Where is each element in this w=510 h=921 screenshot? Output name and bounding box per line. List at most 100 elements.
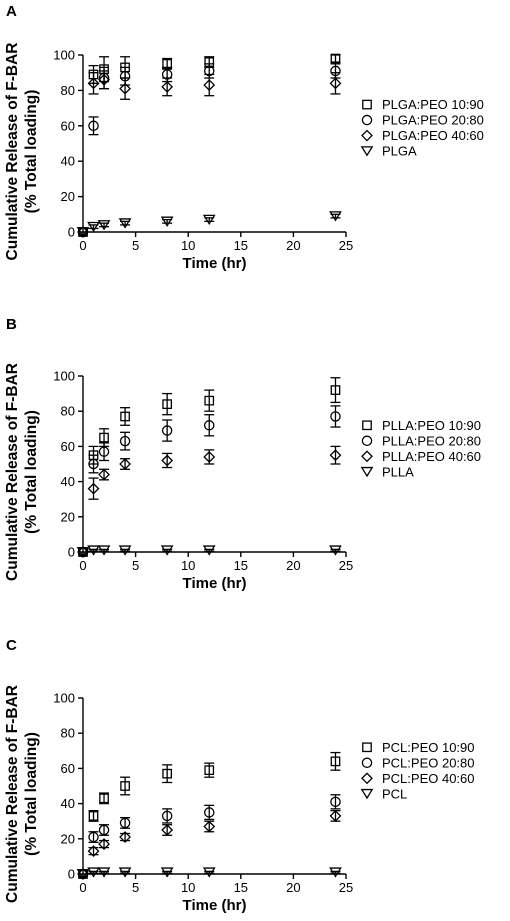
y-axis-label-line: (% Total loading) — [23, 90, 40, 214]
data-point — [87, 221, 100, 233]
data-point — [99, 793, 109, 804]
data-point — [87, 77, 100, 90]
panel-letter: A — [6, 3, 17, 20]
data-point — [119, 458, 131, 470]
panel-b: B 0 20 40 60 80 100 0 5 10 15 20 25 Time (hr) Cumulati… — [4, 316, 481, 592]
data-point — [88, 831, 99, 843]
data-point — [203, 820, 216, 833]
legend-marker — [360, 788, 374, 800]
x-tick-label: 20 — [286, 558, 300, 573]
data-point — [161, 824, 174, 836]
data-point — [98, 446, 110, 457]
data-point — [118, 218, 132, 229]
data-point — [329, 867, 342, 878]
x-tick-label: 25 — [339, 238, 353, 253]
x-tick-label: 20 — [286, 880, 300, 895]
x-tick-label: 0 — [79, 880, 86, 895]
y-tick-label: 60 — [61, 118, 75, 133]
y-axis-label-line: Cumulative Release of F-BAR — [4, 685, 21, 903]
y-tick-label: 0 — [68, 545, 75, 560]
legend-marker — [360, 146, 374, 157]
x-axis-label: Time (hr) — [183, 897, 247, 914]
data-point — [204, 395, 215, 406]
data-point — [97, 545, 111, 556]
data-point — [203, 420, 215, 431]
x-tick-label: 0 — [79, 238, 86, 253]
legend-entry: PCL:PEO 10:90 — [382, 740, 475, 755]
data-point — [76, 869, 90, 880]
legend-entry: PCL — [382, 786, 407, 801]
data-point — [161, 425, 173, 436]
data-point — [120, 411, 130, 422]
x-axis-label: Time (hr) — [183, 255, 247, 272]
series-triangle-down — [76, 867, 342, 880]
data-point — [160, 867, 174, 878]
legend-marker — [362, 99, 372, 110]
legend-marker — [361, 114, 373, 126]
data-point — [97, 867, 111, 878]
y-tick-label: 80 — [61, 404, 75, 419]
series-square — [78, 751, 341, 879]
y-tick-label: 20 — [61, 189, 75, 204]
legend-entry: PLGA:PEO 10:90 — [382, 97, 484, 112]
data-point — [202, 545, 216, 556]
legend-entry: PLGA:PEO 40:60 — [382, 128, 484, 143]
data-point — [162, 768, 173, 779]
y-axis-label-line: Cumulative Release of F-BAR — [4, 43, 21, 261]
data-point — [202, 867, 216, 878]
data-point — [119, 82, 131, 95]
x-tick-label: 5 — [132, 558, 139, 573]
data-point — [118, 867, 132, 878]
y-tick-label: 40 — [61, 154, 75, 169]
data-point — [161, 80, 174, 93]
x-tick-label: 10 — [181, 880, 195, 895]
y-tick-label: 40 — [61, 796, 75, 811]
x-tick-label: 15 — [234, 558, 248, 573]
x-tick-label: 10 — [181, 238, 195, 253]
data-point — [87, 482, 100, 495]
panel-letter: B — [6, 316, 17, 333]
legend-entry: PLGA — [382, 144, 417, 159]
legend-marker — [362, 420, 372, 431]
y-tick-label: 100 — [53, 691, 75, 706]
data-point — [98, 824, 110, 836]
data-point — [329, 449, 342, 462]
data-point — [203, 79, 216, 92]
data-point — [99, 432, 109, 443]
data-point — [329, 211, 342, 222]
legend-marker — [361, 129, 373, 142]
legend-entry: PLLA — [382, 464, 414, 479]
legend-entry: PCL:PEO 40:60 — [382, 771, 475, 786]
legend-marker — [361, 772, 373, 785]
y-tick-label: 80 — [61, 726, 75, 741]
y-tick-label: 100 — [53, 48, 75, 63]
series-diamond — [77, 445, 342, 558]
data-point — [329, 810, 342, 822]
data-point — [98, 73, 110, 86]
legend-marker — [361, 450, 373, 463]
x-tick-label: 20 — [286, 238, 300, 253]
data-point — [118, 545, 132, 556]
data-point — [160, 545, 174, 556]
x-tick-label: 0 — [79, 558, 86, 573]
series-triangle-down — [76, 211, 342, 238]
data-point — [76, 547, 90, 558]
y-tick-label: 40 — [61, 474, 75, 489]
y-tick-label: 0 — [68, 867, 75, 882]
legend-marker — [362, 742, 372, 753]
data-point — [202, 214, 216, 226]
legend-entry: PLLA:PEO 40:60 — [382, 449, 481, 464]
data-point — [160, 216, 174, 227]
data-point — [330, 53, 341, 64]
panel-a: A 0 20 40 60 80 100 0 5 10 15 20 25 Time (hr) Cumulati… — [4, 3, 484, 272]
x-tick-label: 5 — [132, 880, 139, 895]
y-tick-label: 80 — [61, 83, 75, 98]
data-point — [119, 831, 131, 843]
data-point — [88, 458, 99, 470]
data-point — [98, 838, 110, 850]
legend-entry: PLLA:PEO 20:80 — [382, 433, 481, 448]
x-tick-label: 25 — [339, 880, 353, 895]
